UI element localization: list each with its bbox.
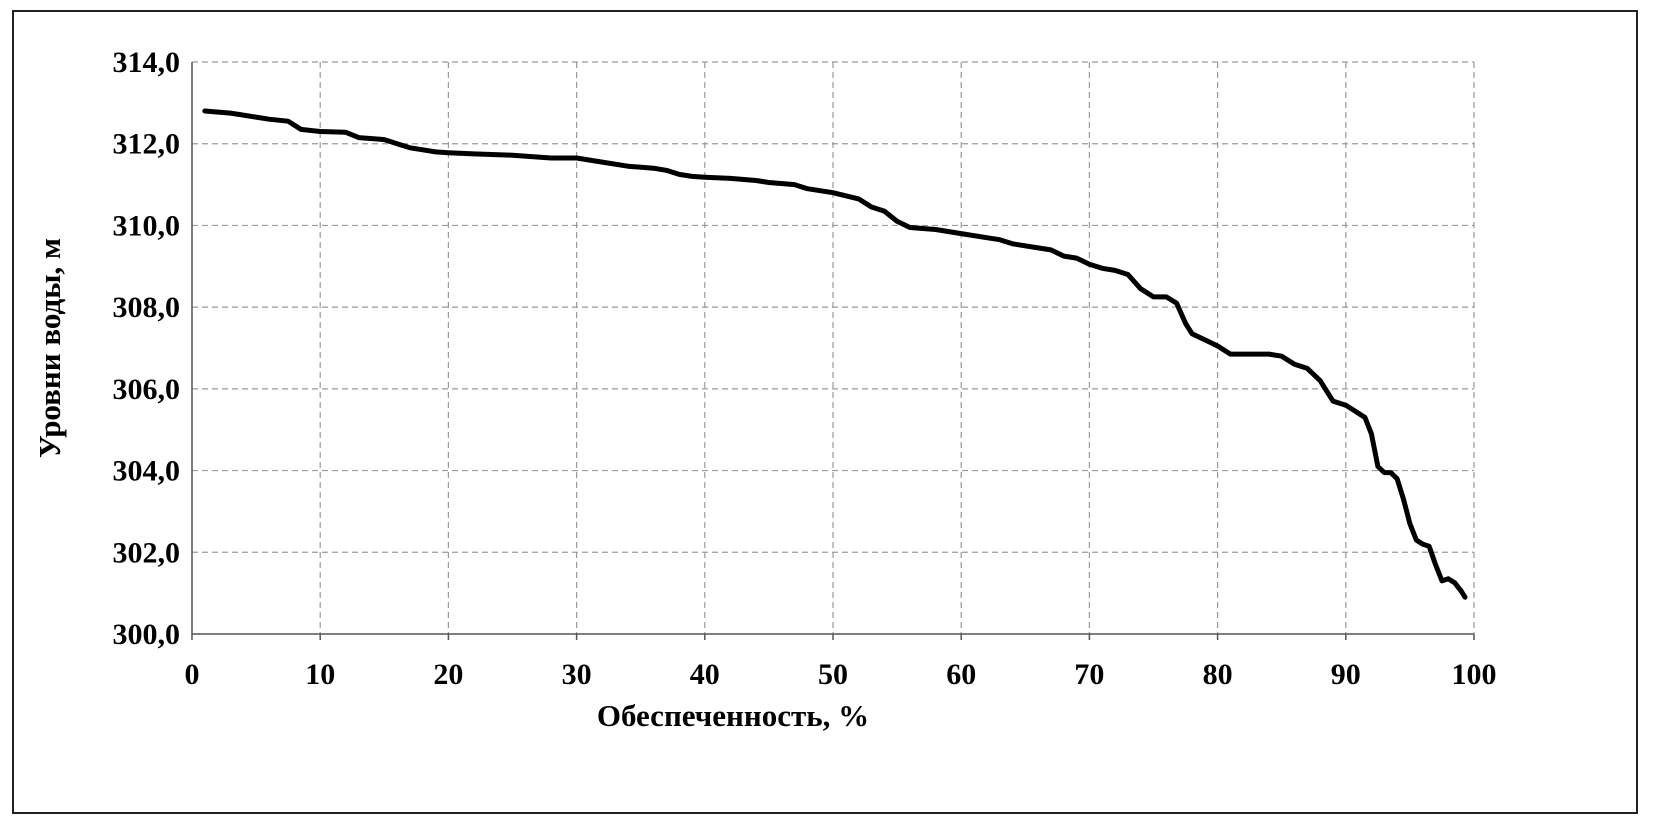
x-tick-label: 10 [305,658,335,691]
grid-layer [192,61,1475,634]
y-tick-label: 310,0 [113,209,181,242]
x-tick-label: 70 [1074,658,1104,691]
y-tick-label: 308,0 [113,291,181,324]
y-tick-label: 306,0 [113,373,181,406]
x-axis-title: Обеспеченность, % [597,698,869,733]
x-tick-labels: 0 10 20 30 40 50 60 70 80 90 100 [185,658,1497,691]
y-tick-label: 312,0 [113,128,181,161]
x-tick-label: 50 [818,658,848,691]
x-tick-label: 60 [946,658,976,691]
x-tick-label: 30 [562,658,592,691]
axis-layer [191,62,1475,640]
y-tick-labels: 300,0 302,0 304,0 306,0 308,0 310,0 312,0 314,0 [113,46,181,651]
x-tick-label: 100 [1452,658,1497,691]
series-layer [202,108,1468,600]
x-tick-label: 0 [185,658,200,691]
chart: 300,0 302,0 304,0 306,0 308,0 310,0 312,0 314,0… [32,46,1497,733]
x-tick-label: 90 [1331,658,1361,691]
y-tick-label: 314,0 [113,46,181,79]
chart-frame: 300,0 302,0 304,0 306,0 308,0 310,0 312,0 314,0… [12,10,1638,814]
y-tick-label: 302,0 [113,536,181,569]
series-line [202,108,1468,600]
y-tick-label: 300,0 [113,618,181,651]
y-tick-label: 304,0 [113,455,181,488]
x-tick-label: 20 [433,658,463,691]
x-tick-label: 40 [690,658,720,691]
y-axis-title: Уровни воды, м [32,238,67,458]
x-tick-label: 80 [1203,658,1233,691]
